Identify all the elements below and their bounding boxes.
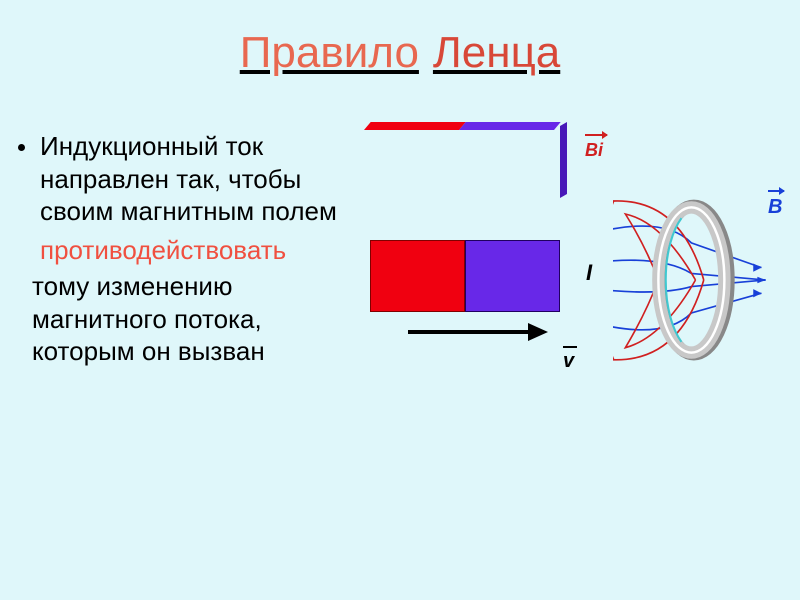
magnet-south-pole (465, 240, 560, 312)
magnet-top-face (364, 122, 561, 130)
title-word-1: Правило (240, 28, 419, 77)
bullet-icon (18, 144, 25, 151)
velocity-arrow (408, 326, 548, 352)
ring (658, 206, 728, 355)
slide-title: Правило Ленца (0, 28, 800, 78)
slide: Правило Ленца Индукционный ток направлен … (0, 0, 800, 600)
bar-magnet (370, 240, 560, 312)
magnet-side-face (560, 122, 567, 198)
magnet-north-pole (370, 240, 465, 312)
body-highlight: противодействовать (40, 234, 350, 267)
bi-label-text: Bi (585, 140, 603, 160)
body-line-1: Индукционный ток направлен так, чтобы св… (40, 131, 337, 226)
v-label: v (563, 350, 574, 373)
bi-label: Bi (585, 140, 603, 161)
v-label-text: v (563, 350, 574, 372)
b-label-text: B (768, 196, 782, 218)
diagram-region: v (360, 130, 790, 430)
title-word-2: Ленца (433, 28, 560, 77)
body-text: Индукционный ток направлен так, чтобы св… (40, 130, 350, 368)
i-label: I (586, 260, 592, 286)
ring-and-fields (613, 190, 778, 370)
body-line-2: тому изменению магнитного потока, которы… (32, 270, 350, 368)
b-label: B (768, 196, 782, 219)
